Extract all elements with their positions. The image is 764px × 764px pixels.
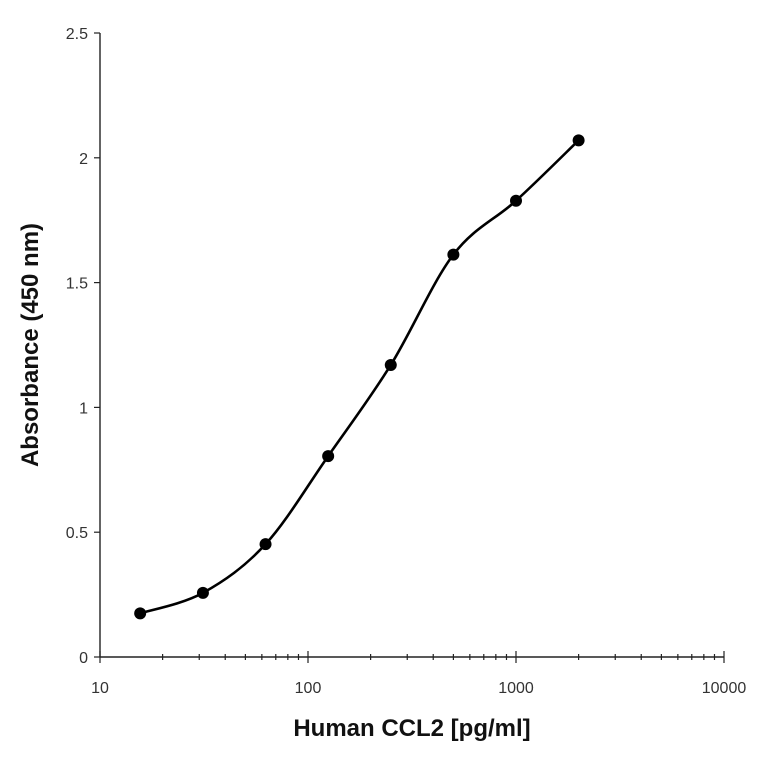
x-tick-label: 10 — [91, 680, 109, 697]
y-tick-label: 1.5 — [66, 276, 88, 293]
x-tick-label: 1000 — [498, 680, 534, 697]
y-tick-label: 2 — [79, 151, 88, 168]
y-tick-label: 0 — [79, 650, 88, 667]
data-point — [572, 134, 585, 147]
y-tick-label: 0.5 — [66, 525, 88, 542]
y-tick-label: 2.5 — [66, 26, 88, 43]
data-point — [510, 194, 522, 207]
y-tick-label: 1 — [79, 400, 88, 417]
series-line — [138, 139, 580, 615]
x-tick-label: 10000 — [702, 680, 747, 697]
data-point — [322, 450, 335, 463]
x-axis-title: Human CCL2 [pg/ml] — [293, 715, 530, 742]
x-axis-ticks: 10 100 1000 10000 — [91, 651, 746, 697]
data-points — [134, 134, 585, 620]
data-point — [259, 538, 272, 551]
data-point — [384, 358, 397, 371]
y-axis-title: Absorbance (450 nm) — [17, 223, 44, 467]
data-point — [196, 586, 209, 599]
x-tick-label: 100 — [295, 680, 322, 697]
data-point — [447, 248, 460, 261]
y-axis-ticks: 0 0.5 1 1.5 2 2.5 — [66, 26, 100, 667]
data-point — [134, 607, 147, 620]
